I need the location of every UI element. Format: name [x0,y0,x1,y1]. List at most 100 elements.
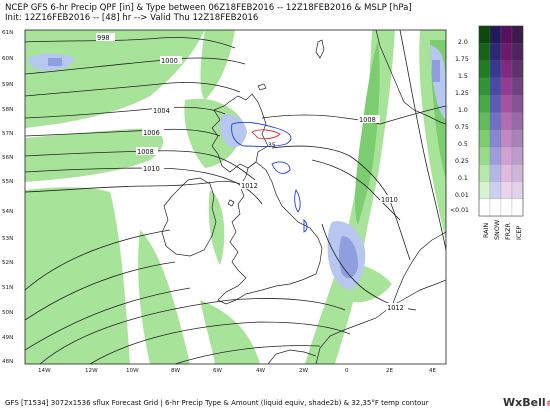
lat-label: 60N [2,56,13,62]
lon-label: 8W [171,368,181,374]
legend-rain-swatch [478,112,491,131]
lat-label: 61N [2,30,13,36]
lat-label: 50N [2,310,13,316]
legend-icep-swatch [511,146,524,165]
coastlines [161,30,446,364]
lat-label: 52N [2,260,13,266]
lat-label: 55N [2,179,13,185]
coast-low-countries [391,231,446,307]
legend-frzr-column [500,25,513,217]
coast-ireland [161,177,217,257]
lon-label: 6W [213,368,223,374]
isobar-sw-6 [25,287,191,351]
isobar-east-edge [379,105,446,125]
isobar-sw-3 [174,345,321,364]
isobar-label: 1008 [137,148,154,156]
legend-snow-swatch [489,146,502,165]
isobar-east-curve [399,30,446,251]
legend-col-snow: SNOW [493,219,501,240]
legend-icep-swatch [511,164,524,182]
legend-icep-swatch [511,60,524,79]
precip-legend: 2.0 1.75 1.5 1.25 1.0 0.75 0.5 0.25 0.1 … [450,25,524,240]
legend-icep-swatch [511,198,524,217]
legend-frzr-swatch [500,198,513,217]
isobar-label: 1012 [241,182,258,190]
legend-snow-swatch [489,60,502,79]
rain-band-channel [200,300,260,364]
legend-frzr-swatch [500,77,513,96]
isobar-sw-1 [39,298,346,364]
lat-label: 58N [2,107,13,113]
lon-label: 2E [386,368,394,374]
isobar-1012-west [25,180,247,193]
lat-label: 56N [2,155,13,161]
lat-label: 49N [2,335,13,341]
isobar-label: 1008 [359,116,376,124]
legend-icep-swatch [511,129,524,148]
legend-rain-swatch [478,181,491,200]
legend-column-labels: RAIN SNOW FRZR ICEP [482,219,523,240]
legend-snow-swatch [489,198,502,217]
legend-snow-swatch [489,181,502,200]
legend-snow-swatch [489,25,502,44]
legend-icep-swatch [511,94,524,113]
isobar-1002 [25,82,241,97]
legend-rain-column [478,25,491,217]
legend-frzr-swatch [500,43,513,61]
coast-france [315,279,446,364]
legend-snow-swatch [489,94,502,113]
legend-rain-swatch [478,146,491,165]
legend-value: 1.75 [455,56,469,63]
snow-area-east-north-core [432,60,440,82]
lon-label: 12W [85,368,98,374]
isobar-1008-east-b [271,145,411,261]
legend-snow-swatch [489,43,502,61]
isobar-label: 1006 [143,129,160,137]
temp-contour-35-blue-b [271,161,291,174]
isobar-label: 1000 [161,57,178,65]
legend-col-frzr: FRZR [504,223,512,240]
legend-frzr-swatch [500,146,513,165]
legend-value: 1.25 [455,90,469,97]
precip-shading [25,30,446,364]
lat-label: 51N [2,285,13,291]
temp-contour-35-blue-c [294,188,301,213]
temp-contours [231,121,308,233]
coast-orkney [257,83,267,91]
legend-snow-swatch [489,129,502,148]
coast-shetland [315,39,325,59]
rain-band-atlantic-south [25,187,130,364]
isobar-sw-4 [25,229,171,291]
temp-contour-32-red [251,129,281,140]
rain-band-wales [208,190,225,265]
legend-value-labels: 2.0 1.75 1.5 1.25 1.0 0.75 0.5 0.25 0.1 … [450,39,469,214]
legend-value: 0.25 [455,158,469,165]
temp-contour-label: 35 [268,142,276,149]
rain-band-north-sea [200,30,235,100]
rain-band-east-core [355,40,380,225]
legend-value: 2.0 [458,39,468,46]
lat-label: 57N [2,131,13,137]
legend-icep-swatch [511,181,524,200]
isobar-1008-west [25,150,256,181]
rain-band-atlantic-mid [25,128,164,182]
coast-brittany [267,349,317,364]
legend-frzr-swatch [500,164,513,182]
legend-frzr-swatch [500,112,513,131]
lon-label: 14W [38,368,51,374]
legend-value: 0.5 [458,141,468,148]
legend-rain-swatch [478,43,491,61]
legend-icep-column [511,25,524,217]
legend-frzr-swatch [500,25,513,44]
legend-rain-swatch [478,129,491,148]
lat-label: 53N [2,236,13,242]
rain-band-southwest [138,230,190,364]
legend-frzr-swatch [500,94,513,113]
legend-value: 0.01 [455,192,469,199]
coast-england-wales [217,161,323,305]
legend-rain-swatch [478,198,491,217]
map-title: NCEP GFS 6-hr Precip QPF [in] & Type bet… [5,3,412,13]
legend-frzr-swatch [500,181,513,200]
legend-frame [478,25,524,217]
